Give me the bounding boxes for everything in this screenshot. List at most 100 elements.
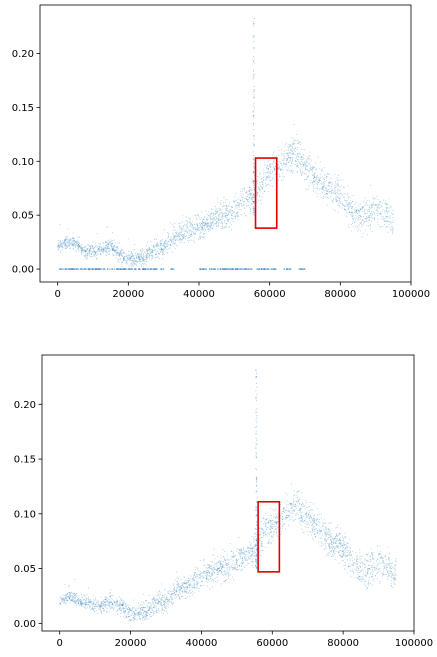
data-point <box>370 573 372 575</box>
data-point <box>267 176 269 178</box>
data-point <box>246 198 248 201</box>
data-point <box>138 268 140 270</box>
data-point <box>206 226 208 228</box>
data-point <box>86 255 88 257</box>
data-point <box>282 159 284 161</box>
data-point <box>279 162 282 164</box>
data-point <box>149 248 151 251</box>
data-point <box>315 518 317 520</box>
data-point <box>361 577 363 579</box>
data-point <box>275 517 277 519</box>
data-point <box>222 215 224 217</box>
data-point <box>249 211 251 213</box>
data-point <box>261 196 263 198</box>
data-point <box>377 555 379 557</box>
data-point <box>273 150 276 152</box>
data-point <box>383 217 385 220</box>
data-point <box>381 218 383 220</box>
data-point <box>148 253 150 255</box>
data-point <box>179 587 181 589</box>
data-point <box>90 248 92 250</box>
y-tick-label: 0.20 <box>14 400 36 411</box>
data-point <box>89 249 91 251</box>
data-point <box>117 249 119 252</box>
data-point <box>99 268 101 270</box>
data-point <box>237 212 239 214</box>
data-point <box>356 225 358 227</box>
data-point <box>163 248 165 250</box>
data-point <box>369 200 371 202</box>
data-point <box>394 572 396 575</box>
data-point <box>175 240 177 242</box>
data-point <box>323 178 325 180</box>
data-point <box>86 258 88 260</box>
data-point <box>253 144 255 146</box>
data-point <box>231 206 233 208</box>
data-point <box>238 205 240 207</box>
data-point <box>261 186 263 188</box>
data-point <box>300 156 302 158</box>
data-point <box>264 532 266 534</box>
data-point <box>311 182 313 184</box>
data-point <box>161 247 163 249</box>
data-point <box>174 222 176 224</box>
data-point <box>375 560 378 562</box>
data-point <box>335 181 337 183</box>
data-point <box>259 534 261 536</box>
data-point <box>179 227 181 229</box>
data-point <box>377 213 379 215</box>
data-point <box>253 155 255 157</box>
data-point <box>82 605 84 607</box>
data-point <box>95 245 97 248</box>
data-point <box>228 218 230 220</box>
data-point <box>384 212 386 214</box>
data-point <box>364 213 366 215</box>
data-point <box>251 197 253 200</box>
data-point <box>110 245 113 247</box>
data-point <box>261 531 263 534</box>
data-point <box>313 167 315 169</box>
data-point <box>247 198 249 200</box>
data-point <box>240 188 242 190</box>
data-point <box>186 579 188 581</box>
data-point <box>368 217 370 219</box>
data-point <box>108 250 110 253</box>
data-point <box>112 246 114 248</box>
data-point <box>351 211 353 214</box>
data-point <box>65 245 67 247</box>
data-point <box>114 251 116 253</box>
data-point <box>273 165 275 167</box>
data-point <box>201 224 203 226</box>
data-point <box>262 177 264 179</box>
data-point <box>146 255 148 257</box>
data-point <box>377 218 379 220</box>
data-point <box>379 206 381 208</box>
data-point <box>345 554 347 556</box>
data-point <box>339 197 341 199</box>
data-point <box>113 246 115 248</box>
data-point <box>344 561 346 563</box>
data-point <box>66 600 68 602</box>
data-point <box>322 187 324 189</box>
data-point <box>85 255 87 257</box>
data-point <box>217 579 219 581</box>
data-point <box>114 249 116 251</box>
data-point <box>107 240 109 242</box>
data-point <box>277 164 279 166</box>
data-point <box>316 186 319 188</box>
data-point <box>88 251 90 253</box>
data-point <box>349 199 351 201</box>
data-point <box>316 528 318 530</box>
data-point <box>229 566 231 568</box>
data-point <box>105 604 107 606</box>
data-point <box>177 233 180 235</box>
data-point <box>94 597 96 599</box>
data-point <box>136 254 138 256</box>
data-point <box>173 229 175 231</box>
data-point <box>148 255 150 257</box>
data-point <box>71 243 73 245</box>
data-point <box>287 146 289 148</box>
data-point <box>144 262 146 264</box>
data-point <box>252 170 254 173</box>
data-point <box>248 192 250 194</box>
